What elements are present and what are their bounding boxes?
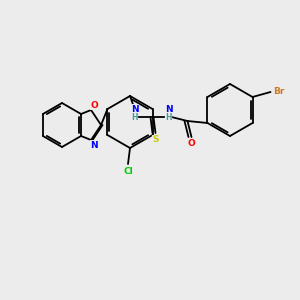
Text: Br: Br (273, 88, 284, 97)
Text: H: H (131, 113, 138, 122)
Text: O: O (188, 140, 195, 148)
Text: O: O (90, 100, 98, 109)
Text: N: N (90, 140, 98, 149)
Text: N: N (131, 104, 138, 113)
Text: H: H (165, 113, 172, 122)
Text: Cl: Cl (123, 167, 133, 176)
Text: S: S (152, 136, 159, 145)
Text: N: N (165, 104, 172, 113)
